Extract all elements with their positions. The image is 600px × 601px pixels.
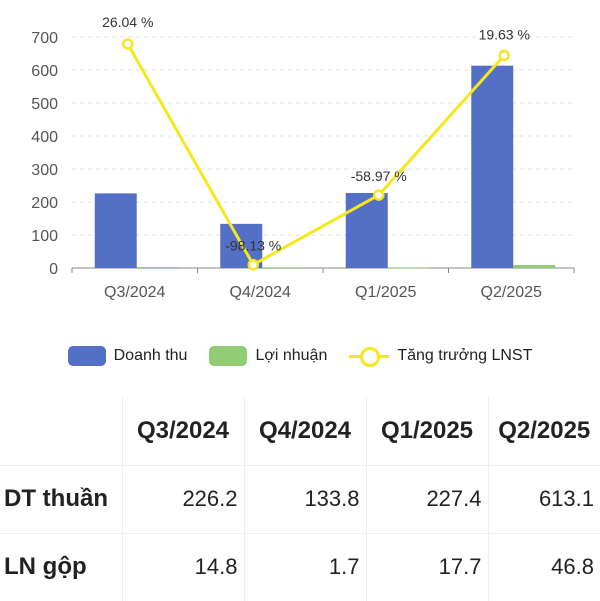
growth-point xyxy=(122,38,134,50)
y-tick-label: 400 xyxy=(31,129,58,146)
legend-swatch-profit xyxy=(209,346,248,366)
table-cell: 133.8 xyxy=(244,464,367,533)
growth-point xyxy=(373,189,385,201)
bar-doanh-thu xyxy=(94,193,137,268)
table-row: LN gộp 14.8 1.7 17.7 46.8 xyxy=(0,532,600,601)
table-cell: 226.2 xyxy=(122,464,245,533)
bar-loi-nhuan xyxy=(136,267,179,269)
growth-point xyxy=(247,258,259,271)
y-tick-label: 300 xyxy=(31,162,58,179)
table-row: DT thuần 226.2 133.8 227.4 613.1 xyxy=(0,464,600,533)
bar-doanh-thu xyxy=(345,192,388,268)
row-label-dt-thuan: DT thuần xyxy=(0,464,123,533)
growth-data-label: -98.13 % xyxy=(225,238,281,254)
table-header-q3-2024: Q3/2024 xyxy=(122,397,245,465)
chart-legend[interactable]: Doanh thu Lợi nhuận Tăng trưởng LNST xyxy=(0,338,600,374)
legend-item-revenue[interactable]: Doanh thu xyxy=(67,346,188,366)
growth-line xyxy=(126,43,506,267)
growth-data-label: 26.04 % xyxy=(102,14,153,30)
row-label-ln-gop: LN gộp xyxy=(0,532,123,601)
table-header-corner xyxy=(0,397,123,465)
table-cell: 14.8 xyxy=(122,532,245,601)
y-tick-label: 500 xyxy=(31,96,58,113)
table-cell: 613.1 xyxy=(488,464,600,533)
legend-swatch-growth xyxy=(349,346,390,367)
legend-item-growth[interactable]: Tăng trưởng LNST xyxy=(349,346,533,367)
y-tick-label: 100 xyxy=(31,228,58,245)
combo-chart: 0 100 200 300 400 500 600 700 Q3/2024 Q4/2024 Q1/2… xyxy=(31,14,575,301)
legend-item-profit[interactable]: Lợi nhuận xyxy=(209,346,327,366)
growth-point xyxy=(498,49,510,62)
y-tick-label: 200 xyxy=(31,195,58,212)
legend-label-revenue: Doanh thu xyxy=(113,347,188,364)
table-header-q1-2025: Q1/2025 xyxy=(366,397,489,465)
table-header-q2-2025: Q2/2025 xyxy=(498,416,591,444)
growth-data-label: 19.63 % xyxy=(479,26,530,42)
legend-swatch-revenue xyxy=(67,346,106,366)
x-tick-label: Q1/2025 xyxy=(355,284,416,301)
bar-loi-nhuan xyxy=(262,267,305,269)
financial-table: Q3/2024 Q4/2024 Q1/2025 Q2/2025 DT thuần… xyxy=(0,397,600,601)
y-tick-label: 700 xyxy=(31,30,58,47)
growth-data-label: -58.97 % xyxy=(351,168,407,184)
bar-loi-nhuan xyxy=(513,265,556,268)
table-cell: 17.7 xyxy=(366,532,489,601)
y-tick-label: 600 xyxy=(31,63,58,80)
x-tick-label: Q4/2024 xyxy=(230,284,291,301)
table-header-q4-2024: Q4/2024 xyxy=(244,397,367,465)
x-tick-label: Q2/2025 xyxy=(481,284,542,301)
table-cell: 46.8 xyxy=(488,532,600,601)
legend-label-growth: Tăng trưởng LNST xyxy=(397,347,533,364)
table-cell: 1.7 xyxy=(244,532,367,601)
bar-doanh-thu xyxy=(471,65,514,268)
table-header-row: Q3/2024 Q4/2024 Q1/2025 Q2/2025 xyxy=(0,397,600,465)
legend-label-profit: Lợi nhuận xyxy=(255,347,328,364)
y-tick-label: 0 xyxy=(49,261,58,278)
bar-loi-nhuan xyxy=(387,267,430,269)
table-cell: 227.4 xyxy=(366,464,489,533)
x-tick-label: Q3/2024 xyxy=(104,284,165,301)
